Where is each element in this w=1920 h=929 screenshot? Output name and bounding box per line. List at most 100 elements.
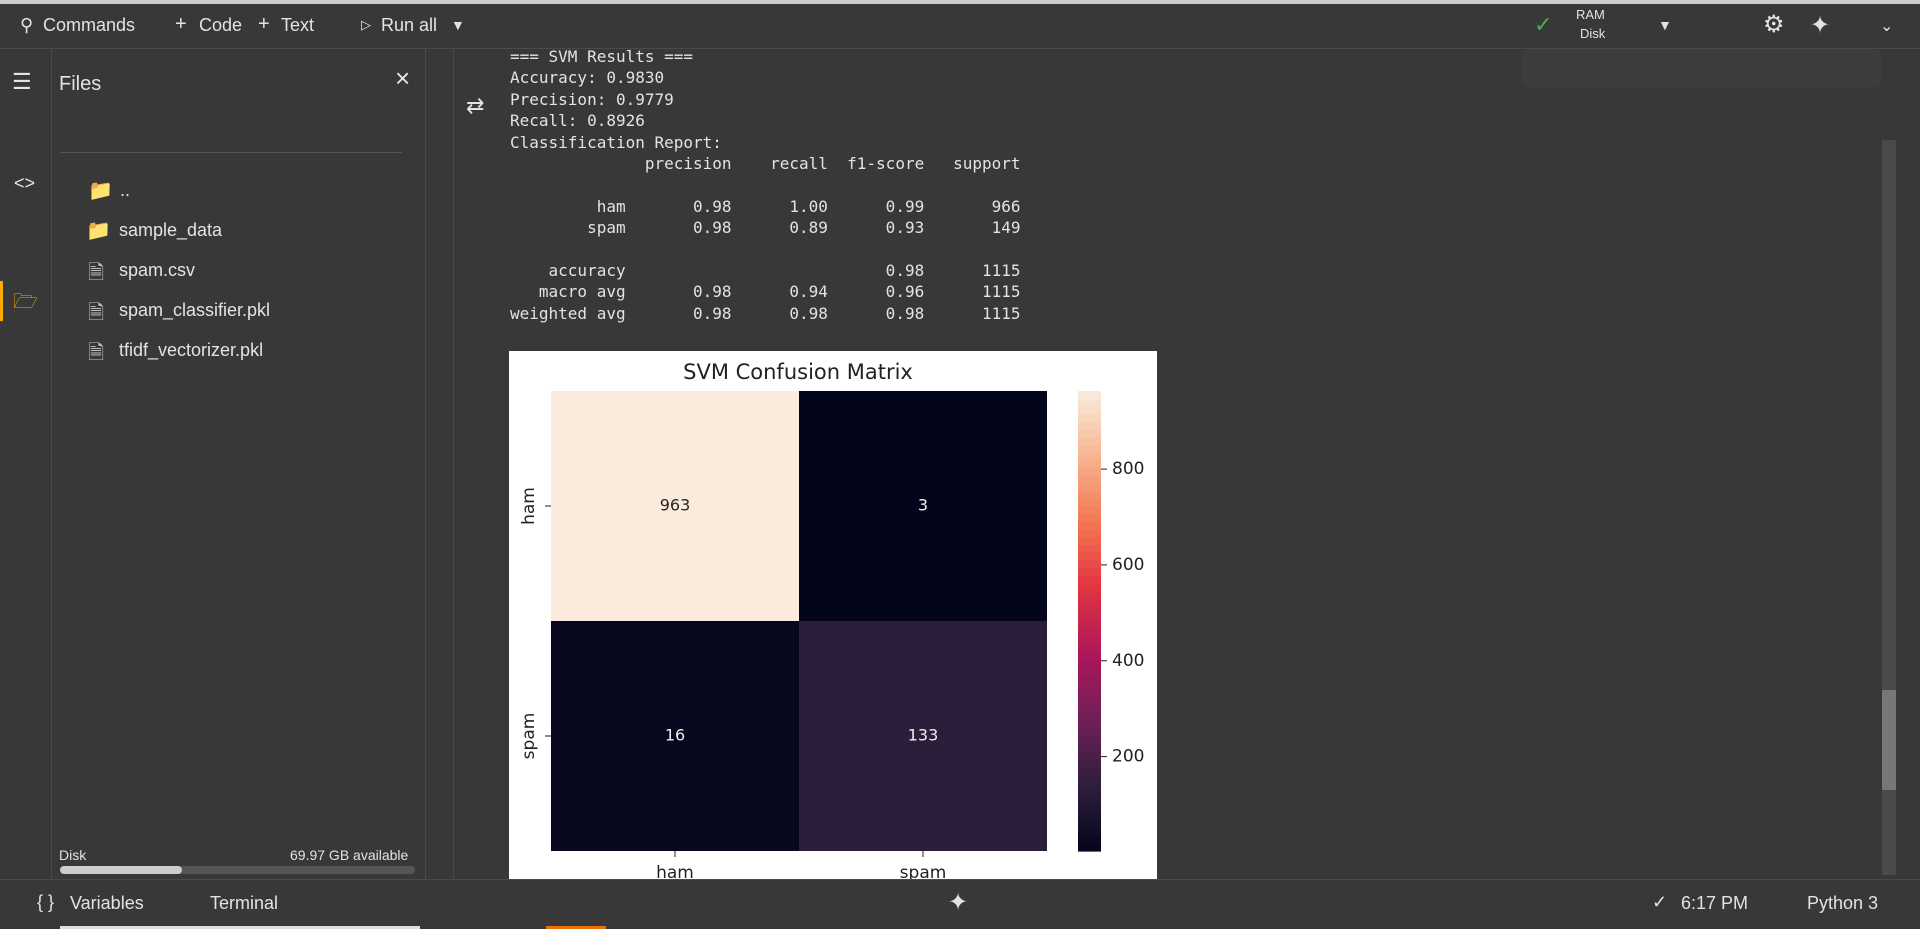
output-line: accuracy 0.98 1115	[510, 261, 1021, 281]
ram-label: RAM	[1576, 7, 1605, 22]
file-icon: 📁	[86, 220, 111, 242]
commands-icon[interactable]: ⚲	[20, 15, 34, 35]
colorbar-tick-label: 400	[1112, 651, 1144, 671]
output-line: spam 0.98 0.89 0.93 149	[510, 218, 1021, 238]
output-line: Accuracy: 0.9830	[510, 68, 665, 88]
colorbar-segment	[1078, 391, 1101, 400]
file-icon: 🗎	[88, 302, 105, 324]
file-icon: 🗎	[88, 262, 105, 284]
commands-button[interactable]: Commands	[43, 15, 136, 35]
colorbar-segment	[1078, 582, 1101, 591]
code-icon[interactable]: <>	[14, 173, 36, 193]
output-line: === SVM Results ===	[510, 49, 694, 66]
resources-menu[interactable]: ▼	[1658, 17, 1672, 33]
cell-label: 133	[908, 726, 939, 745]
gemini-icon[interactable]: ✦	[948, 889, 969, 916]
colorbar-segment	[1078, 437, 1101, 446]
disk-label: Disk	[1580, 26, 1606, 41]
colorbar-segment	[1078, 559, 1101, 568]
colorbar-segment	[1078, 490, 1101, 499]
toc-icon[interactable]: ☰	[12, 69, 32, 94]
colorbar-segment	[1078, 720, 1101, 729]
colorbar-tick-label: 800	[1112, 459, 1144, 479]
runtime-label[interactable]: Python 3	[1807, 893, 1879, 913]
collapse-icon[interactable]: ⌄	[1880, 18, 1894, 35]
colorbar-segment	[1078, 728, 1101, 737]
colorbar-segment	[1078, 406, 1101, 415]
colorbar-segment	[1078, 820, 1101, 829]
run-all-button[interactable]: Run all	[381, 15, 438, 35]
colorbar-segment	[1078, 636, 1101, 645]
top-strip	[0, 0, 1920, 4]
colorbar-segment	[1078, 705, 1101, 714]
output-line: weighted avg 0.98 0.98 0.98 1115	[510, 303, 1021, 323]
add-text-button[interactable]: Text	[281, 15, 315, 35]
disk-bar	[60, 866, 415, 874]
colorbar-segment	[1078, 697, 1101, 706]
colorbar-segment	[1078, 475, 1101, 484]
plus-icon: +	[258, 13, 270, 35]
plus-icon: +	[175, 13, 187, 35]
file-name[interactable]: ..	[120, 180, 131, 200]
colorbar-segment	[1078, 690, 1101, 699]
variables-button[interactable]: Variables	[70, 893, 144, 913]
gemini-icon[interactable]: ✦	[1810, 12, 1831, 39]
colorbar-segment	[1078, 751, 1101, 760]
x-tick-label: spam	[900, 863, 947, 879]
colorbar-segment	[1078, 613, 1101, 622]
check-icon: ✓	[1652, 892, 1668, 912]
colorbar-segment	[1078, 713, 1101, 722]
colorbar-segment	[1078, 743, 1101, 752]
settings-icon[interactable]: ⚙	[1763, 11, 1785, 38]
colorbar-segment	[1078, 759, 1101, 768]
colorbar-segment	[1078, 544, 1101, 553]
file-name[interactable]: sample_data	[119, 220, 223, 240]
colorbar-segment	[1078, 552, 1101, 561]
colorbar-segment	[1078, 805, 1101, 814]
colorbar-segment	[1078, 812, 1101, 821]
colorbar-segment	[1078, 659, 1101, 668]
add-code-button[interactable]: Code	[199, 15, 243, 35]
colorbar-segment	[1078, 651, 1101, 660]
colorbar-segment	[1078, 429, 1101, 438]
scrollbar	[1882, 140, 1896, 875]
colorbar-segment	[1078, 736, 1101, 745]
chart-title: SVM Confusion Matrix	[683, 360, 913, 384]
file-name[interactable]: tfidf_vectorizer.pkl	[119, 340, 264, 360]
colorbar-segment	[1078, 766, 1101, 775]
colorbar-segment	[1078, 460, 1101, 469]
colorbar-segment	[1078, 667, 1101, 676]
y-tick-label: ham	[519, 487, 539, 525]
file-name[interactable]: spam_classifier.pkl	[119, 300, 271, 320]
colorbar-segment	[1078, 575, 1101, 584]
colorbar-segment	[1078, 789, 1101, 798]
files-panel: Files × 📁.. 📁 sample_data 🗎 spam.csv 🗎 spam_cl…	[52, 49, 426, 879]
time-label: 6:17 PM	[1681, 893, 1749, 913]
variables-icon: { }	[37, 892, 55, 912]
terminal-button[interactable]: Terminal	[210, 893, 279, 913]
cell-label: 963	[660, 496, 691, 515]
file-name[interactable]: spam.csv	[119, 260, 196, 280]
files-icon[interactable]: 🗁	[13, 291, 38, 313]
y-tick-label: spam	[519, 713, 539, 760]
output-block: ham 0.98 1.00 0.99 966 spam 0.98 0.89 0.…	[510, 196, 1021, 239]
close-panel[interactable]: ×	[395, 63, 411, 93]
colorbar-segment	[1078, 421, 1101, 430]
colorbar-segment	[1078, 843, 1101, 852]
run-menu[interactable]: ▼	[451, 17, 465, 33]
panel-title: Files	[59, 73, 102, 95]
file-icon: 🗎	[88, 342, 105, 364]
colorbar-segment	[1078, 513, 1101, 522]
run-icon: ▷	[361, 17, 371, 32]
output-toggle[interactable]: ⇄	[466, 93, 485, 118]
disk-available: 69.97 GB available	[290, 847, 409, 863]
colorbar-segment	[1078, 521, 1101, 530]
colorbar-segment	[1078, 414, 1101, 423]
colorbar-segment	[1078, 828, 1101, 837]
colorbar-segment	[1078, 398, 1101, 407]
colorbar-segment	[1078, 674, 1101, 683]
colorbar-segment	[1078, 835, 1101, 844]
output-block: accuracy 0.98 1115 macro avg 0.98 0.94 0…	[510, 260, 1021, 324]
plot-image: SVM Confusion Matrix 963 3 16 133 ham spam ham…	[509, 351, 1157, 879]
